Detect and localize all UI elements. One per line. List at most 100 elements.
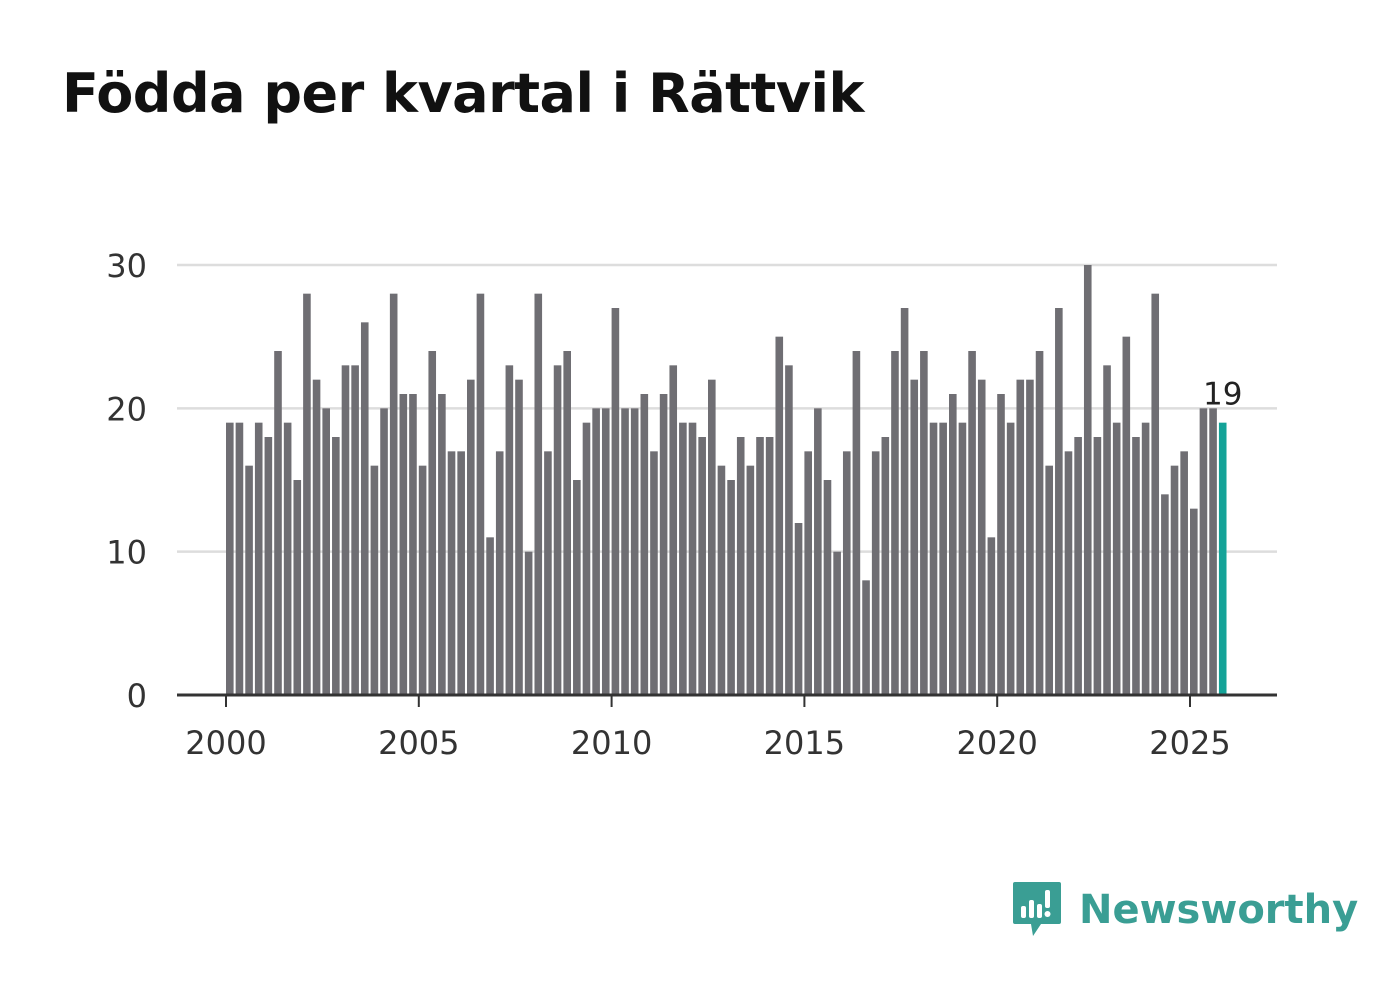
bar — [283, 422, 292, 695]
bar — [409, 394, 417, 695]
bar — [360, 322, 369, 695]
bar — [322, 408, 330, 695]
bar — [428, 351, 437, 695]
newsworthy-logo-icon — [1013, 882, 1061, 936]
bar — [380, 408, 388, 695]
bar — [495, 451, 504, 695]
bar — [312, 379, 321, 695]
bar — [852, 351, 861, 695]
bar — [1132, 437, 1140, 695]
bar — [534, 293, 543, 695]
bar — [1093, 437, 1102, 695]
chart-title: Födda per kvartal i Rättvik — [62, 62, 864, 125]
bar — [977, 379, 986, 695]
bar — [264, 437, 273, 695]
bar — [563, 351, 571, 695]
bar — [418, 465, 427, 695]
bar — [226, 422, 234, 695]
bar — [1026, 379, 1034, 695]
bar — [804, 451, 812, 695]
bar — [862, 580, 870, 695]
y-tick-label-0: 0 — [127, 677, 147, 715]
bar — [910, 379, 919, 695]
bars — [226, 265, 1227, 695]
bar — [274, 351, 282, 695]
x-tick-label-2010: 2010 — [571, 724, 652, 762]
bar — [1199, 408, 1208, 695]
last-value-label: 19 — [1203, 377, 1242, 413]
newsworthy-logo[interactable]: Newsworthy — [1011, 880, 1358, 940]
bar — [1064, 451, 1073, 695]
bar — [746, 465, 755, 695]
bar — [1016, 379, 1025, 695]
bar — [1122, 336, 1131, 695]
bar — [1074, 437, 1082, 695]
bar — [630, 408, 639, 695]
bar — [949, 394, 957, 695]
brand-name: Newsworthy — [1079, 887, 1359, 933]
bar — [727, 480, 735, 695]
bar — [650, 451, 658, 695]
bar — [476, 293, 485, 695]
y-tick-label-20: 20 — [106, 390, 147, 428]
bar — [235, 422, 244, 695]
bar — [1180, 451, 1188, 695]
bar — [399, 394, 408, 695]
bar — [582, 422, 591, 695]
bar — [457, 451, 465, 695]
x-tick-label-2025: 2025 — [1149, 724, 1230, 762]
bar — [939, 422, 947, 695]
bar — [1141, 422, 1150, 695]
bar — [573, 480, 581, 695]
x-tick-label-2020: 2020 — [956, 724, 1037, 762]
bar — [708, 379, 716, 695]
bar — [717, 465, 726, 695]
bar — [467, 379, 475, 695]
bar — [1209, 408, 1217, 695]
bar — [833, 551, 841, 695]
bar — [447, 451, 456, 695]
bar — [688, 422, 697, 695]
bar — [553, 365, 562, 695]
bar — [1045, 465, 1053, 695]
bar — [515, 379, 523, 695]
bar — [756, 437, 764, 695]
bar — [1006, 422, 1015, 695]
bar — [920, 351, 928, 695]
bar — [997, 394, 1005, 695]
bar-latest — [1218, 422, 1227, 695]
bar — [254, 422, 263, 695]
bar — [389, 293, 398, 695]
bar — [823, 480, 832, 695]
bar — [794, 523, 803, 695]
bar — [765, 437, 774, 695]
bar — [332, 437, 340, 695]
bar — [814, 408, 822, 695]
bar — [881, 437, 890, 695]
bar — [698, 437, 706, 695]
bar — [958, 422, 967, 695]
bar — [611, 308, 620, 695]
bar — [775, 336, 784, 695]
y-axis-labels: 0 10 20 30 — [106, 247, 147, 715]
bar — [1083, 265, 1092, 695]
bar — [1170, 465, 1179, 695]
x-tick-label-2000: 2000 — [185, 724, 266, 762]
bar — [871, 451, 880, 695]
bar — [1190, 508, 1198, 695]
x-axis — [177, 693, 1277, 707]
bar — [1112, 422, 1121, 695]
bar — [640, 394, 649, 695]
x-tick-label-2015: 2015 — [764, 724, 845, 762]
bar — [592, 408, 600, 695]
bar — [929, 422, 938, 695]
bar — [351, 365, 359, 695]
bar — [987, 537, 996, 695]
bar — [1055, 308, 1063, 695]
y-tick-label-10: 10 — [106, 534, 147, 572]
bar — [842, 451, 851, 695]
bar — [968, 351, 976, 695]
bar — [544, 451, 552, 695]
bar — [659, 394, 668, 695]
